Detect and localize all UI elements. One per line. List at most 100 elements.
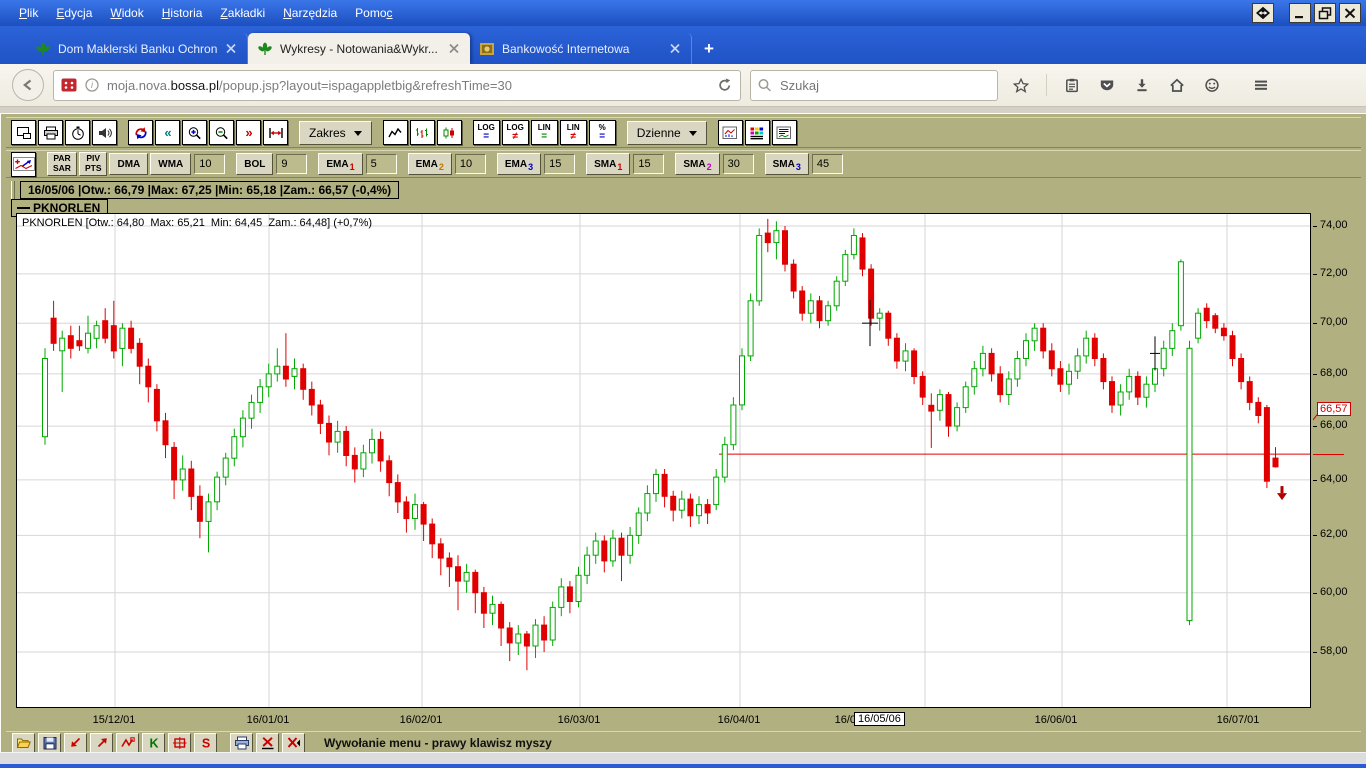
date-tick-label: 16/02/01 [399, 714, 443, 726]
print-chart-button[interactable] [230, 733, 253, 753]
annotations-button[interactable] [11, 151, 36, 177]
line-chart-button[interactable] [382, 120, 408, 145]
bar-chart-button[interactable] [409, 120, 435, 145]
menu-pomoc[interactable]: Pomoc [355, 6, 393, 20]
sma2-button[interactable]: SMA 2 [675, 153, 720, 175]
s-lines-button[interactable]: S [194, 733, 217, 753]
rewind-button[interactable]: « [155, 120, 180, 145]
tab-title: Dom Maklerski Banku Ochron... [58, 41, 217, 56]
range-dropdown[interactable]: Zakres [299, 120, 372, 145]
back-button[interactable] [12, 69, 44, 101]
save-button[interactable] [38, 733, 61, 753]
signal-down-button[interactable] [64, 733, 87, 753]
home-button[interactable] [1167, 75, 1187, 95]
resize-button[interactable] [1252, 3, 1274, 23]
downloads-button[interactable] [1132, 75, 1152, 95]
fit-button[interactable] [263, 120, 288, 145]
menu-edycja[interactable]: Edycja [56, 6, 93, 20]
bookmarks-button[interactable] [1062, 75, 1082, 95]
menu-zakadki[interactable]: Zakładki [220, 6, 266, 20]
hello-button[interactable] [1202, 75, 1222, 95]
annotations-icon [12, 157, 35, 171]
lin-eq-button[interactable]: LIN = [530, 120, 558, 145]
bol-period-field[interactable]: 9 [276, 154, 308, 174]
interval-dropdown[interactable]: Dzienne [626, 120, 707, 145]
tab-close-ic[interactable] [447, 42, 461, 56]
refresh-button[interactable] [128, 120, 153, 145]
bol-button[interactable]: BOL [236, 153, 274, 175]
pocket-button[interactable] [1097, 75, 1117, 95]
resize-icon [1255, 6, 1271, 20]
star-button[interactable] [1011, 75, 1031, 95]
site-info-icon[interactable]: i [84, 78, 100, 92]
sma3-button[interactable]: SMA 3 [764, 153, 809, 175]
series-number: 3 [528, 162, 534, 172]
ema3-button[interactable]: EMA 3 [496, 153, 542, 175]
parsar-button[interactable]: PAR SAR [47, 152, 77, 176]
print-chart-icon [234, 736, 250, 750]
signal-up-button[interactable] [90, 733, 113, 753]
trendline-button[interactable] [116, 733, 139, 753]
ema3-period-field[interactable]: 15 [544, 154, 576, 174]
ema1-period-field[interactable]: 5 [365, 154, 397, 174]
chart-plot-area[interactable] [17, 214, 1310, 707]
svg-text:S: S [201, 737, 209, 751]
sma2-period-field[interactable]: 30 [722, 154, 754, 174]
k-lines-button[interactable]: K [142, 733, 165, 753]
forward-button[interactable]: » [236, 120, 261, 145]
dma-button[interactable]: DMA [109, 153, 149, 175]
chart-settings-button[interactable] [771, 120, 797, 145]
restore-button[interactable] [1314, 3, 1336, 23]
log-eq-button[interactable]: LOG = [472, 120, 500, 145]
tab-wykresy[interactable]: Wykresy - Notowania&Wykr... [248, 33, 470, 64]
sma1-button[interactable]: SMA 1 [586, 153, 631, 175]
candlestick-chart[interactable]: PKNORLEN [Otw.: 64,80 Max: 65,21 Min: 64… [16, 213, 1311, 708]
ema2-button[interactable]: EMA 2 [407, 153, 452, 175]
timer-button[interactable] [65, 120, 90, 145]
window-button[interactable] [11, 120, 36, 145]
menu-narzdzia[interactable]: Narzędzia [283, 6, 338, 20]
status-strip [0, 752, 1366, 764]
delete-all-button[interactable] [282, 733, 305, 753]
close-button[interactable] [1339, 3, 1361, 23]
search-bar[interactable] [750, 69, 998, 101]
menu-widok[interactable]: Widok [110, 6, 144, 20]
print-button[interactable] [38, 120, 63, 145]
menu-button[interactable] [1251, 75, 1271, 95]
lin-neq-button[interactable]: LIN ≠ [559, 120, 587, 145]
zoom-in-button[interactable] [182, 120, 207, 145]
percent-button[interactable]: % = [588, 120, 616, 145]
crosshair-button[interactable] [168, 733, 191, 753]
search-input[interactable] [778, 76, 991, 94]
panel-handle[interactable] [11, 181, 15, 199]
log-neq-button[interactable]: LOG ≠ [501, 120, 529, 145]
wma-button[interactable]: WMA [150, 153, 192, 175]
chart-style-button[interactable] [717, 120, 743, 145]
tab-bankowosc[interactable]: Bankowość Internetowa [470, 33, 692, 64]
axis-tick [1313, 374, 1317, 375]
menu-plik[interactable]: Plik [19, 6, 39, 20]
reload-button[interactable] [717, 78, 733, 92]
url-bar[interactable]: i moja.nova.bossa.pl/popup.jsp?layout=is… [53, 69, 741, 101]
sma1-period-field[interactable]: 15 [633, 154, 665, 174]
url-text[interactable]: moja.nova.bossa.pl/popup.jsp?layout=ispa… [107, 77, 512, 93]
sma3-period-field[interactable]: 45 [811, 154, 843, 174]
restore-icon [1317, 6, 1333, 20]
delete-line-button[interactable] [256, 733, 279, 753]
search-icon [757, 78, 773, 92]
pivpts-button[interactable]: PIV PTS [78, 152, 108, 176]
zoom-out-button[interactable] [209, 120, 234, 145]
new-tab-button[interactable]: + [704, 38, 714, 58]
tab-dom-maklerski[interactable]: Dom Maklerski Banku Ochron... [26, 33, 248, 64]
candle-chart-button[interactable] [436, 120, 462, 145]
minimize-button[interactable] [1289, 3, 1311, 23]
tab-close-ic[interactable] [668, 42, 682, 56]
menu-historia[interactable]: Historia [161, 6, 203, 20]
ema1-button[interactable]: EMA 1 [318, 153, 363, 175]
palette-button[interactable] [744, 120, 770, 145]
wma-period-field[interactable]: 10 [194, 154, 226, 174]
tab-close-ic[interactable] [224, 42, 238, 56]
ema2-period-field[interactable]: 10 [454, 154, 486, 174]
sound-button[interactable] [92, 120, 117, 145]
open-button[interactable] [12, 733, 35, 753]
